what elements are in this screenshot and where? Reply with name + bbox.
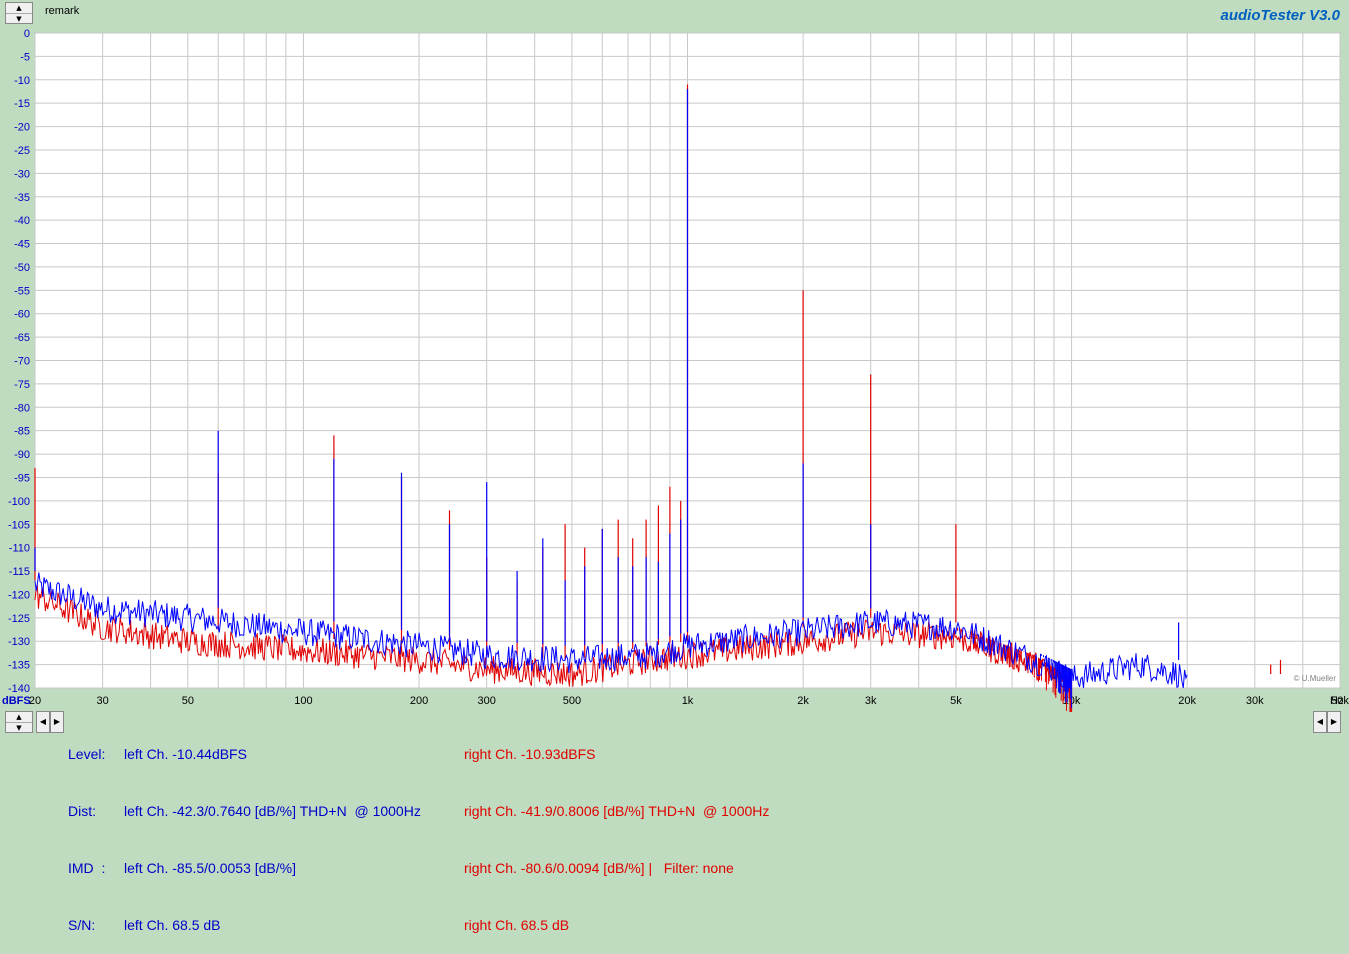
stat-label-dist: Dist: xyxy=(68,803,96,819)
y-axis-label: dBFS xyxy=(2,695,31,707)
x-tick-label: 200 xyxy=(410,695,428,707)
x-axis-label: Hz xyxy=(1330,695,1343,707)
x-tick-label: 50 xyxy=(182,695,194,707)
stats-left-channel: left Ch. -10.44dBFS left Ch. -42.3/0.764… xyxy=(124,707,421,954)
x-tick-label: 50k xyxy=(1331,695,1349,707)
x-tick-label: 500 xyxy=(563,695,581,707)
remark-spinner[interactable]: ▲ ▼ xyxy=(5,2,33,24)
spin-up-icon[interactable]: ▲ xyxy=(16,4,22,12)
y-tick-label: -25 xyxy=(14,145,30,157)
y-tick-label: -100 xyxy=(8,496,30,508)
y-tick-label: -85 xyxy=(14,426,30,438)
spin-down-icon[interactable]: ▼ xyxy=(6,13,32,24)
y-tick-label: -10 xyxy=(14,75,30,87)
y-tick-label: -15 xyxy=(14,98,30,110)
series-left xyxy=(34,89,1188,709)
spectrum-chart: 0 -5 -10 -15 -20 -25 -30 -35 -40 -45 -50 -55 -60 -65 -… xyxy=(2,28,1349,712)
y-tick-label: -75 xyxy=(14,379,30,391)
stat-right-dist: right Ch. -41.9/0.8006 [dB/%] THD+N @ 10… xyxy=(464,803,770,819)
left-noise-floor xyxy=(34,572,1188,690)
x-tick-label: 20 xyxy=(29,695,41,707)
credit-text: © U.Mueller xyxy=(1294,674,1337,683)
spin-down-icon[interactable]: ▼ xyxy=(6,722,32,733)
x-tick-label: 300 xyxy=(478,695,496,707)
y-tick-label: -130 xyxy=(8,636,30,648)
app-brand: audioTester V3.0 xyxy=(1220,7,1341,24)
scroll-left-button-right[interactable]: ◀ xyxy=(1313,711,1327,733)
x-tick-label: 20k xyxy=(1178,695,1196,707)
y-tick-label: -90 xyxy=(14,449,30,461)
y-tick-label: -5 xyxy=(20,51,30,63)
x-tick-label: 5k xyxy=(950,695,962,707)
chevron-left-icon: ◀ xyxy=(39,717,47,726)
x-tick-label: 30 xyxy=(97,695,109,707)
y-tick-label: 0 xyxy=(24,28,30,40)
stat-left-sn: left Ch. 68.5 dB xyxy=(124,917,221,933)
stat-right-imd: right Ch. -80.6/0.0094 [dB/%] | Filter: … xyxy=(464,860,734,876)
stat-right-level: right Ch. -10.93dBFS xyxy=(464,746,596,762)
x-tick-labels: 2030501002003005001k2k3k5k10k20k30k50k xyxy=(29,695,1349,707)
scroll-right-button-right[interactable]: ▶ xyxy=(1327,711,1341,733)
x-tick-label: 100 xyxy=(294,695,312,707)
stat-left-level: left Ch. -10.44dBFS xyxy=(124,746,247,762)
y-tick-label: -125 xyxy=(8,613,30,625)
chevron-left-icon: ◀ xyxy=(1316,717,1324,726)
y-tick-label: -80 xyxy=(14,402,30,414)
y-tick-label: -45 xyxy=(14,239,30,251)
y-tick-label: -55 xyxy=(14,285,30,297)
y-tick-label: -20 xyxy=(14,122,30,134)
stat-left-imd: left Ch. -85.5/0.0053 [dB/%] xyxy=(124,860,296,876)
y-tick-labels: 0 -5 -10 -15 -20 -25 -30 -35 -40 -45 -50 -55 -60 -65 -… xyxy=(8,28,30,695)
y-tick-label: -35 xyxy=(14,192,30,204)
y-tick-label: -50 xyxy=(14,262,30,274)
stat-left-dist: left Ch. -42.3/0.7640 [dB/%] THD+N @ 100… xyxy=(124,803,421,819)
scroll-right-button[interactable]: ▶ xyxy=(50,711,64,733)
scroll-left-button[interactable]: ◀ xyxy=(36,711,50,733)
y-tick-label: -40 xyxy=(14,215,30,227)
y-tick-label: -95 xyxy=(14,472,30,484)
y-tick-label: -110 xyxy=(9,543,30,555)
chevron-right-icon: ▶ xyxy=(1330,717,1338,726)
y-tick-label: -115 xyxy=(9,566,30,578)
y-tick-label: -140 xyxy=(8,683,30,695)
y-tick-label: -30 xyxy=(14,168,30,180)
stat-right-sn: right Ch. 68.5 dB xyxy=(464,917,570,933)
x-tick-label: 2k xyxy=(797,695,809,707)
x-tick-label: 3k xyxy=(865,695,877,707)
y-tick-label: -70 xyxy=(14,356,30,368)
bottom-spinner[interactable]: ▲ ▼ xyxy=(5,711,33,733)
y-tick-label: -65 xyxy=(14,332,30,344)
remark-label: remark xyxy=(45,5,80,17)
stat-label-imd: IMD : xyxy=(68,860,106,876)
y-tick-label: -60 xyxy=(14,309,30,321)
chevron-right-icon: ▶ xyxy=(53,717,61,726)
stats-right-channel: right Ch. -10.93dBFS right Ch. -41.9/0.8… xyxy=(464,707,769,954)
stats-labels: Level: Dist: IMD : S/N: xyxy=(68,707,105,954)
spin-up-icon[interactable]: ▲ xyxy=(16,713,22,721)
y-tick-label: -105 xyxy=(8,519,30,531)
y-tick-label: -120 xyxy=(8,589,30,601)
x-tick-label: 1k xyxy=(682,695,694,707)
stat-label-level: Level: xyxy=(68,746,106,762)
stat-label-sn: S/N: xyxy=(68,917,96,933)
x-tick-label: 30k xyxy=(1246,695,1264,707)
y-tick-label: -135 xyxy=(8,660,30,672)
